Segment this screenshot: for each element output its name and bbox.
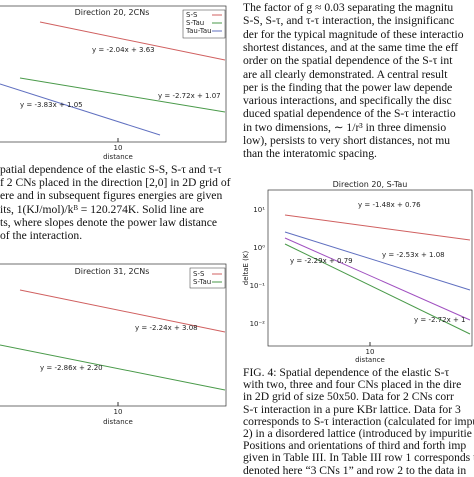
legend-entry: Tau-Tau <box>185 27 212 35</box>
fit-label: y = -2.24x + 3.08 <box>135 324 198 332</box>
y-tick-label: 10⁻¹ <box>250 282 266 290</box>
caption-line: S-τ interaction in a pure KBr lattice. D… <box>243 402 461 416</box>
body-line: order on the spatial dependence of the S… <box>243 54 453 68</box>
caption-line: given in Table III. In Table III row 1 c… <box>243 451 474 465</box>
legend-entry: S-Tau <box>186 19 204 27</box>
body-line: than the interatomic spacing. <box>243 147 377 161</box>
caption-line: denoted here “3 CNs 1” and row 2 to the … <box>243 463 467 477</box>
body-line: S-S, S-τ, and τ-τ interaction, the insig… <box>243 14 455 28</box>
y-axis-label: deltaE (K) <box>242 251 250 286</box>
plot-title: Direction 20, 2CNs <box>75 8 150 17</box>
body-line: in two dimensions, ∼ 1/r³ in three dimen… <box>243 120 447 134</box>
body-line: der for the typical magnitude of these i… <box>243 27 464 41</box>
fit-line <box>0 344 226 391</box>
fit-label: y = -2.72x + 1 <box>414 316 465 324</box>
caption-line: its, 1(KJ/mol)/kᴮ = 120.274K. Solid line… <box>0 202 204 216</box>
body-line: duced spatial dependence of the S-τ inte… <box>243 107 456 121</box>
plot-frame <box>0 5 227 143</box>
caption-line: 2) in a disordered lattice (introduced b… <box>243 427 472 440</box>
fit-label: y = -3.83x + 1.05 <box>20 101 83 109</box>
fit-label: y = -2.72x + 1.07 <box>158 92 221 100</box>
fit-label: y = -1.48x + 0.76 <box>358 201 421 209</box>
body-line: shortest distances, and at the same time… <box>243 40 459 54</box>
legend-entry: S-S <box>186 11 198 19</box>
fit-line <box>284 214 471 241</box>
fit-line <box>284 231 471 291</box>
fit-line <box>39 21 226 61</box>
body-line: various interactions, and specifically t… <box>243 94 452 108</box>
caption-line: FIG. 4: Spatial dependence of the elasti… <box>243 366 450 379</box>
fit-label: y = -2.29x + 0.79 <box>290 257 353 265</box>
plot-title: Direction 20, S-Tau <box>333 180 408 189</box>
fit-line <box>19 77 226 113</box>
plot-frame <box>0 263 227 407</box>
fit-line <box>0 83 161 136</box>
y-tick-label: 10¹ <box>253 206 265 214</box>
caption-line: ts, where slopes denote the power law di… <box>0 215 217 229</box>
caption-line: Positions and orientations of third and … <box>243 439 467 453</box>
caption-line: corresponds to S-τ interaction (calculat… <box>243 414 474 428</box>
x-tick-label: 10 <box>366 348 375 356</box>
x-axis-label: distance <box>355 356 385 364</box>
legend-entry: S-S <box>193 270 205 278</box>
body-line: per is the finding that the power law de… <box>243 80 453 94</box>
fit-line <box>19 289 226 333</box>
caption-line: in 2D grid of size 50x50. Data for 2 CNs… <box>243 390 454 404</box>
legend <box>189 267 226 289</box>
caption-line: ere and in subsequent figures energies a… <box>0 189 223 203</box>
caption-line: of the interaction. <box>0 229 83 242</box>
fit-label: y = -2.53x + 1.08 <box>382 251 445 259</box>
body-line: are all clearly demonstrated. A central … <box>243 67 448 81</box>
body-line: The factor of g ≈ 0.03 separating the ma… <box>243 1 454 14</box>
y-tick-label: 10⁻² <box>250 320 266 328</box>
x-tick-label: 10 <box>114 144 123 152</box>
fit-label: y = -2.04x + 3.63 <box>92 46 155 54</box>
body-line: low), persists to very short distances, … <box>243 134 451 147</box>
x-tick-label: 10 <box>114 408 123 416</box>
plot-title: Direction 31, 2CNs <box>75 267 150 276</box>
caption-line: with two, three and four CNs placed in t… <box>243 378 462 392</box>
fit-label: y = -2.86x + 2.20 <box>40 364 103 372</box>
fit-line <box>284 237 471 321</box>
x-axis-label: distance <box>103 153 133 161</box>
caption-line: f 2 CNs placed in the direction [2,0] in… <box>0 176 231 190</box>
caption-line: patial dependence of the elastic S-S, S-… <box>0 163 222 176</box>
legend-entry: S-Tau <box>193 278 211 286</box>
fit-line <box>284 243 471 335</box>
y-tick-label: 10⁰ <box>253 244 265 252</box>
x-axis-label: distance <box>103 418 133 426</box>
